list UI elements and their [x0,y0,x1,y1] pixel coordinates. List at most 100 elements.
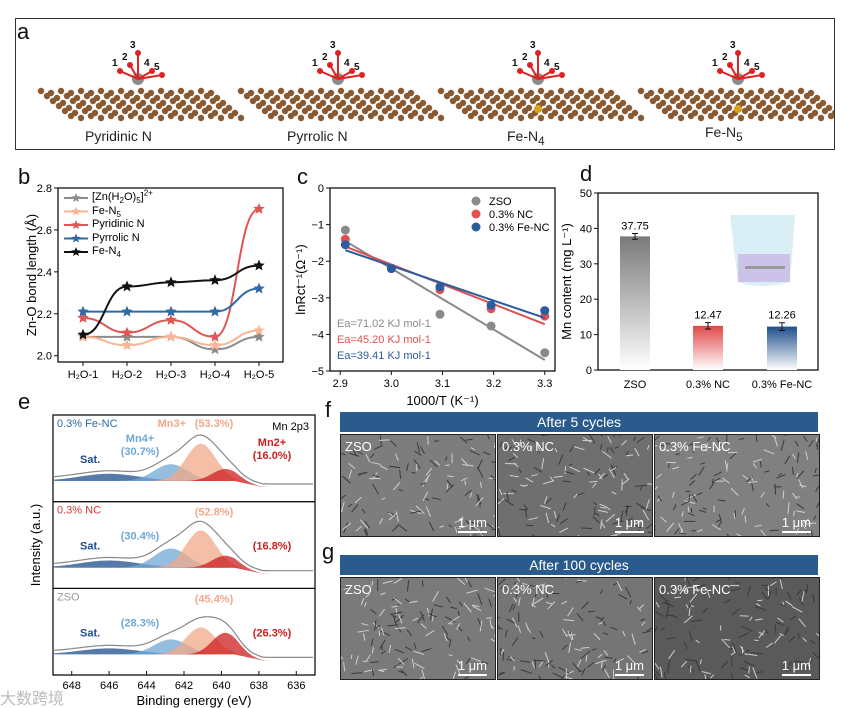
flake [479,620,483,632]
flake [518,468,522,474]
flake [578,534,580,536]
carbon-atom [187,112,195,120]
header-after-100-cycles: After 100 cycles [340,555,818,575]
flake [791,606,803,613]
flake [399,469,402,479]
structure-label-pyrrolic: Pyrrolic N [287,128,348,144]
carbon-atom [795,102,803,110]
carbon-atom [577,114,585,122]
flake [365,593,371,598]
flake [713,471,722,477]
mn4-fraction: (28.3%) [121,617,160,629]
flake [391,597,397,601]
flake [443,633,448,642]
flake [465,438,473,441]
flake [459,436,468,444]
flake [388,512,397,521]
flake [731,608,741,616]
flake [506,618,516,624]
carbon-atom [201,107,209,115]
error-bar [779,322,785,331]
carbon-atom [683,92,691,100]
flake [741,625,753,632]
carbon-atom [63,92,71,100]
flake [739,645,747,656]
series-line-2 [82,207,260,338]
flake [446,480,453,487]
carbon-atom [801,107,809,115]
flake [636,606,642,612]
carbon-atom [421,107,429,115]
flake [397,657,405,665]
flake [531,473,539,477]
flake [634,484,647,487]
carbon-atom [121,107,129,115]
sample-label: 0.3% NC [57,505,101,517]
flake [592,648,597,651]
flake [598,472,605,480]
flake [389,613,397,618]
carbon-atom [207,112,215,120]
flake [726,533,730,536]
flake [779,578,783,589]
flake [561,674,566,679]
legend-text: Pyrrolic N [92,231,140,244]
oxygen-atom [727,62,733,68]
carbon-atom [727,112,735,120]
flake [789,615,797,621]
carbon-atom [177,87,185,95]
carbon-atom [501,107,509,115]
star-marker [77,305,89,317]
flake [512,604,516,611]
carbon-atom [507,112,515,120]
mn4-fraction: (30.4%) [121,531,160,543]
flake [783,629,789,637]
flake [655,525,656,528]
flake [788,635,796,643]
flake [576,580,583,583]
flake [504,629,508,637]
y-tick-label: 2.4 [37,267,52,279]
carbon-atom [681,107,689,115]
flake [508,603,514,613]
carbon-atom [721,107,729,115]
carbon-atom [149,97,157,105]
flake [419,611,425,622]
legend-marker [71,220,81,229]
flake [566,634,576,636]
flake [691,494,698,503]
flake [621,478,630,486]
flake [632,436,636,442]
flake [361,598,365,604]
flake [545,512,550,524]
flake [619,435,622,437]
zn-o-bond [719,70,739,80]
flake [600,506,607,509]
flake [417,614,425,624]
atom-index-label: 3 [730,40,736,51]
legend-b: [Zn(H2O)5]2+ Fe-N5 Pyridinic N Pyrrolic … [92,189,153,259]
star-marker [209,330,221,342]
flake [764,470,770,473]
oxygen-atom [335,50,341,56]
flake [457,626,463,632]
carbon-atom [255,102,263,110]
carbon-atom [327,112,335,120]
carbon-atom [717,114,725,122]
x-tick-label: 3.0 [384,378,399,390]
carbon-atom [101,107,109,115]
oxygen-atom [749,68,755,74]
flake [472,605,482,612]
flake [533,659,545,662]
flake [818,529,819,531]
carbon-atom [397,87,405,95]
sem-texture [498,435,652,536]
carbon-atom [37,87,45,95]
flake [444,615,456,623]
flake [582,436,592,443]
flake [595,616,603,620]
flake [681,511,684,517]
flake [462,463,474,467]
flake [615,658,625,663]
